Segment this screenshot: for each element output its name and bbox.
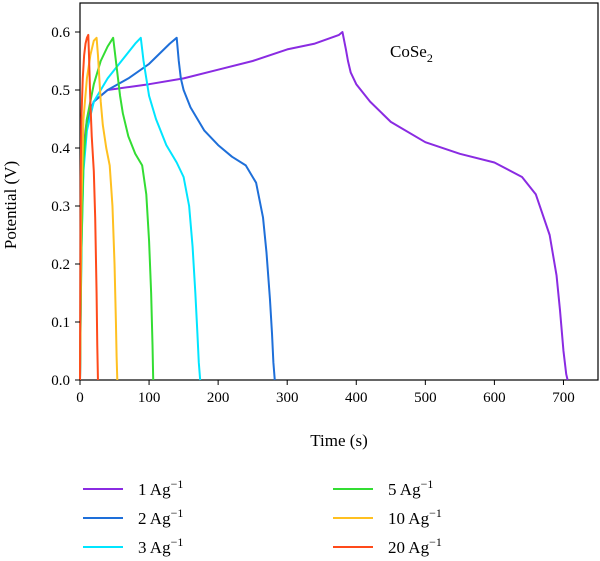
axes	[79, 2, 599, 381]
legend-label: 20 Ag−1	[388, 535, 442, 557]
y-tick-label: 0.1	[51, 315, 70, 331]
legend-label: 5 Ag−1	[388, 477, 433, 499]
x-tick-label: 0	[76, 390, 84, 406]
annotation-subscript: 2	[427, 51, 433, 65]
y-tick-label: 0.2	[51, 257, 70, 273]
x-tick-label: 200	[207, 390, 230, 406]
y-tick-label: 0.0	[51, 373, 70, 389]
y-tick-label: 0.3	[51, 199, 70, 215]
series-line-4	[79, 36, 155, 381]
legend: 1 Ag−1 2 Ag−1 3 Ag−1 5 Ag−1 10 Ag−1 20 Ag−1	[83, 477, 442, 557]
y-tick-label: 0.6	[51, 25, 70, 41]
tick-labels: 0 100 200 300 400 500 600 700 0.0 0.1 0.2 0.3 0.4 0.5…	[51, 25, 574, 406]
x-tick-label: 400	[345, 390, 368, 406]
x-tick-label: 300	[276, 390, 299, 406]
plot-frame	[79, 2, 599, 381]
series-line-6	[79, 33, 99, 381]
series-lines	[79, 31, 569, 381]
x-tick-label: 700	[552, 390, 575, 406]
legend-label: 3 Ag−1	[138, 535, 183, 557]
series-line-5	[79, 36, 119, 381]
compound-annotation: CoSe2	[390, 42, 433, 65]
annotation-main: CoSe	[390, 42, 427, 61]
legend-label: 10 Ag−1	[388, 506, 442, 528]
x-tick-label: 500	[414, 390, 437, 406]
y-tick-label: 0.4	[51, 141, 70, 157]
y-axis-title: Potential (V)	[1, 161, 20, 249]
y-tick-label: 0.5	[51, 83, 70, 99]
legend-label: 1 Ag−1	[138, 477, 183, 499]
legend-label: 2 Ag−1	[138, 506, 183, 528]
x-tick-label: 100	[138, 390, 161, 406]
series-line-2	[79, 36, 276, 381]
series-line-1	[79, 31, 569, 381]
x-axis-title: Time (s)	[310, 431, 367, 450]
x-tick-label: 600	[483, 390, 506, 406]
